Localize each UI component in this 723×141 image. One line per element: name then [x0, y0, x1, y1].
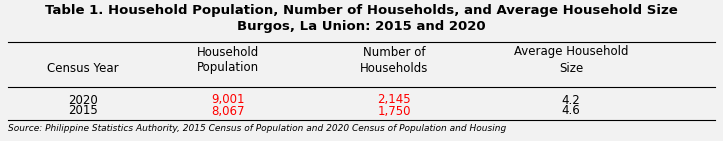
Text: Population: Population [197, 61, 259, 74]
Text: Burgos, La Union: 2015 and 2020: Burgos, La Union: 2015 and 2020 [237, 20, 486, 33]
Text: 2020: 2020 [68, 93, 98, 106]
Text: Household: Household [197, 46, 259, 59]
Text: 2015: 2015 [68, 104, 98, 117]
Text: 4.2: 4.2 [562, 93, 581, 106]
Text: 2,145: 2,145 [377, 93, 411, 106]
Text: 8,067: 8,067 [211, 104, 244, 117]
Text: Source: Philippine Statistics Authority, 2015 Census of Population and 2020 Cens: Source: Philippine Statistics Authority,… [8, 124, 506, 133]
Text: Number of: Number of [363, 46, 425, 59]
Text: Average Household: Average Household [514, 46, 628, 59]
Text: Census Year: Census Year [47, 61, 119, 74]
Text: 4.6: 4.6 [562, 104, 581, 117]
Text: Table 1. Household Population, Number of Households, and Average Household Size: Table 1. Household Population, Number of… [45, 4, 678, 17]
Text: 9,001: 9,001 [211, 93, 244, 106]
Text: Size: Size [559, 61, 583, 74]
Text: Households: Households [360, 61, 428, 74]
Text: 1,750: 1,750 [377, 104, 411, 117]
